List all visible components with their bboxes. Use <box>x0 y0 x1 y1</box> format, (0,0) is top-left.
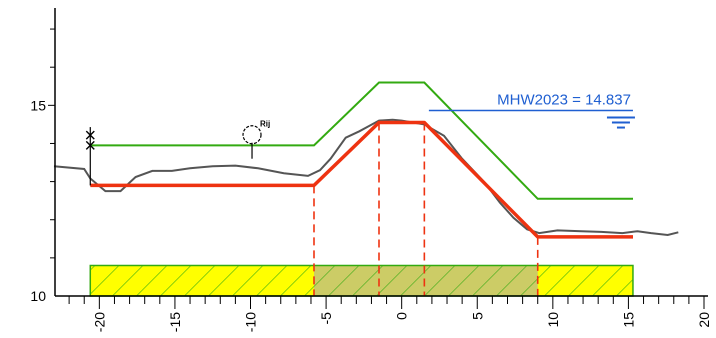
terrain-polyline <box>53 118 679 237</box>
base-bar <box>89 264 634 297</box>
x-tick-label: 20 <box>696 312 712 328</box>
cross-marker <box>85 130 95 140</box>
x-tick-label: -5 <box>318 312 334 325</box>
envelope-polyline <box>90 81 633 200</box>
water-level-group: MHW2023 = 14.837 <box>428 92 635 129</box>
y-tick-label: 10 <box>30 288 46 304</box>
profile-line <box>90 120 633 239</box>
x-tick-label: 0 <box>394 312 410 320</box>
cross-marker <box>85 140 95 150</box>
envelope-line <box>90 81 633 200</box>
x-tick-label: -10 <box>243 312 259 332</box>
dashed-guides <box>313 122 539 296</box>
x-tick-label: 15 <box>620 312 636 328</box>
tree-crown <box>242 125 262 145</box>
x-tick-label: 5 <box>469 312 485 320</box>
profile-polyline <box>90 120 633 239</box>
base-bar-hatch <box>89 264 634 297</box>
tree-symbol: Rij <box>242 120 270 159</box>
terrain-line <box>53 118 679 237</box>
x-tick-label: 10 <box>545 312 561 328</box>
marker-symbols <box>85 127 95 186</box>
axes: 10 15 -20 -15 -10 -5 0 5 10 15 20 <box>30 8 712 332</box>
x-tick-label: -20 <box>91 312 107 332</box>
tree-label: Rij <box>260 120 270 129</box>
x-tick-label: -15 <box>167 312 183 332</box>
water-level-label: MHW2023 = 14.837 <box>497 92 631 109</box>
y-tick-label: 15 <box>30 97 46 113</box>
